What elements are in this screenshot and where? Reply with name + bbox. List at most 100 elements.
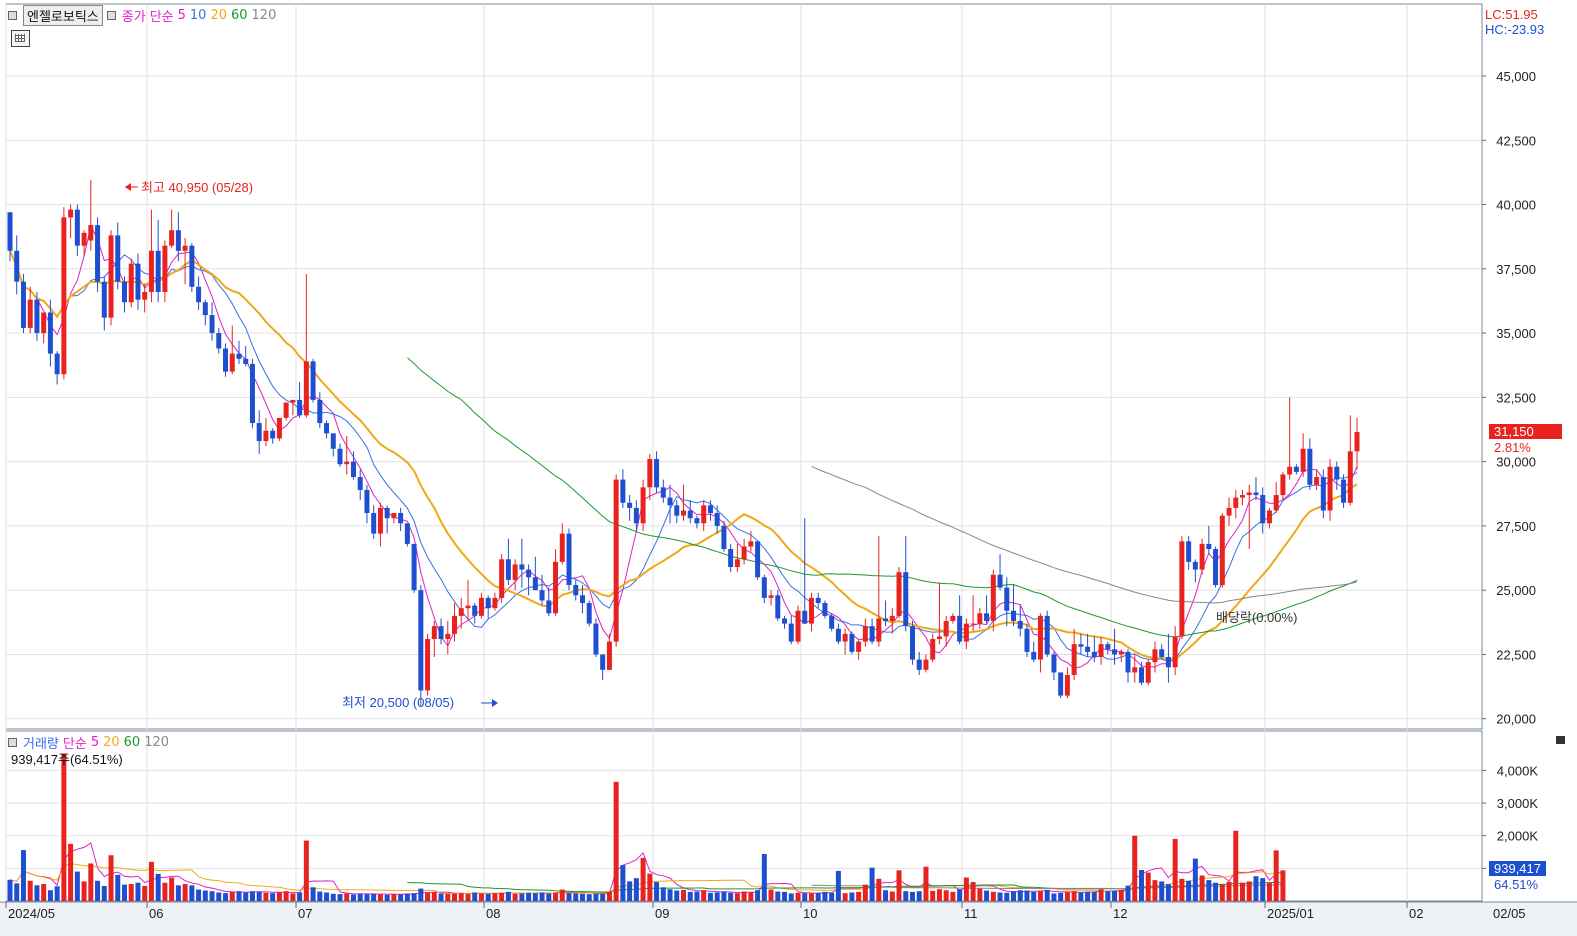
candle-body xyxy=(869,626,875,642)
volume-bar xyxy=(802,893,808,901)
candle-body xyxy=(431,626,437,640)
candle-body xyxy=(202,302,208,316)
volume-bar xyxy=(1011,891,1017,901)
volume-bar xyxy=(88,863,94,901)
volume-bar xyxy=(721,891,727,901)
volume-bar xyxy=(627,881,633,901)
candle-body xyxy=(1327,466,1333,511)
volume-bar xyxy=(943,890,949,901)
volume-bar xyxy=(741,891,747,901)
date-axis: 2024/05 06 07 08 09 10 11 12 2025/01 02 02/05 xyxy=(5,902,1526,921)
candle-body xyxy=(492,597,498,609)
candle-body xyxy=(970,623,976,625)
volume-bar xyxy=(1159,881,1165,901)
candle-body xyxy=(41,312,47,334)
volume-bar xyxy=(404,893,410,901)
candle-body xyxy=(687,510,693,519)
volume-bar xyxy=(189,885,195,901)
volume-bar xyxy=(586,894,592,901)
candle-body xyxy=(182,245,188,251)
date-grid xyxy=(5,4,1408,901)
vol-ma20-label: 20 xyxy=(103,735,120,750)
volume-tick-label: 2,000K xyxy=(1497,829,1539,844)
candle-body xyxy=(755,541,761,578)
candle-body xyxy=(115,235,121,282)
volume-bar xyxy=(270,893,276,901)
volume-panel-border xyxy=(5,730,1483,902)
candle-body xyxy=(714,513,720,526)
candle-body xyxy=(532,577,538,591)
volume-bar xyxy=(1017,890,1023,901)
candle-body xyxy=(297,399,303,416)
volume-bar xyxy=(1192,858,1198,901)
volume-bar xyxy=(249,891,255,901)
table-icon[interactable] xyxy=(11,30,30,47)
candle-body xyxy=(808,597,814,624)
candle-body xyxy=(270,430,276,439)
ma20-line xyxy=(9,250,1358,661)
volume-bar xyxy=(606,891,612,901)
volume-bar xyxy=(499,892,505,901)
candle-body xyxy=(1307,448,1313,485)
volume-bar xyxy=(425,892,431,901)
vol-ma120-label: 120 xyxy=(144,735,170,750)
candle-body xyxy=(909,626,915,660)
lc-value: LC:51.95 xyxy=(1485,7,1538,22)
candle-body xyxy=(317,399,323,424)
volume-label: 거래량 xyxy=(23,737,59,752)
candle-body xyxy=(950,615,956,622)
volume-bar xyxy=(1152,880,1158,901)
volume-bar xyxy=(640,857,646,901)
volume-bar xyxy=(1260,878,1266,901)
price-tick-label: 27,500 xyxy=(1496,519,1536,534)
volume-bar xyxy=(862,884,868,901)
candle-body xyxy=(640,487,646,524)
candle-body xyxy=(963,623,969,642)
month-label: 12 xyxy=(1113,906,1127,921)
candle-body xyxy=(162,245,168,292)
month-label: 10 xyxy=(803,906,817,921)
volume-bar xyxy=(1145,872,1151,901)
volume-bar xyxy=(81,881,87,901)
candle-body xyxy=(667,497,673,506)
volume-ma-type-label: 단순 xyxy=(62,737,87,752)
volume-bar xyxy=(371,893,377,901)
volume-bar xyxy=(842,893,848,901)
candle-body xyxy=(377,507,383,534)
panel-toggle-icon[interactable] xyxy=(1556,736,1565,744)
volume-collapse-icon[interactable] xyxy=(8,738,17,747)
ma5-label: 5 xyxy=(177,8,186,23)
candle-body xyxy=(1165,657,1171,668)
candle-body xyxy=(1085,646,1091,652)
settings-icon[interactable] xyxy=(106,11,116,20)
volume-bar xyxy=(135,882,141,901)
candle-body xyxy=(748,541,754,547)
candle-body xyxy=(734,559,740,568)
candle-body xyxy=(1347,451,1353,503)
candle-body xyxy=(1071,644,1077,676)
candle-body xyxy=(923,659,929,670)
candle-body xyxy=(1017,621,1023,629)
candle-body xyxy=(1112,649,1118,655)
volume-bar xyxy=(182,884,188,901)
candle-body xyxy=(990,574,996,622)
candle-body xyxy=(196,286,202,303)
volume-bar xyxy=(505,891,511,901)
volume-bar xyxy=(1031,891,1037,901)
candle-body xyxy=(633,507,639,524)
candle-body xyxy=(660,487,666,498)
ma120-line xyxy=(811,465,1358,604)
stock-name[interactable]: 엔젤로보틱스 xyxy=(23,5,103,26)
volume-bar xyxy=(472,892,478,901)
high-label: 최고 40,950 (05/28) xyxy=(141,180,253,195)
volume-bar xyxy=(681,889,686,901)
volume-bar xyxy=(889,891,895,901)
volume-bar xyxy=(384,894,390,901)
candle-body xyxy=(101,281,107,318)
volume-bar xyxy=(1172,838,1178,901)
collapse-icon[interactable] xyxy=(8,11,17,20)
candle-body xyxy=(465,605,471,609)
candle-body xyxy=(573,585,579,596)
volume-grid xyxy=(6,769,1482,869)
candle-body xyxy=(458,608,464,616)
